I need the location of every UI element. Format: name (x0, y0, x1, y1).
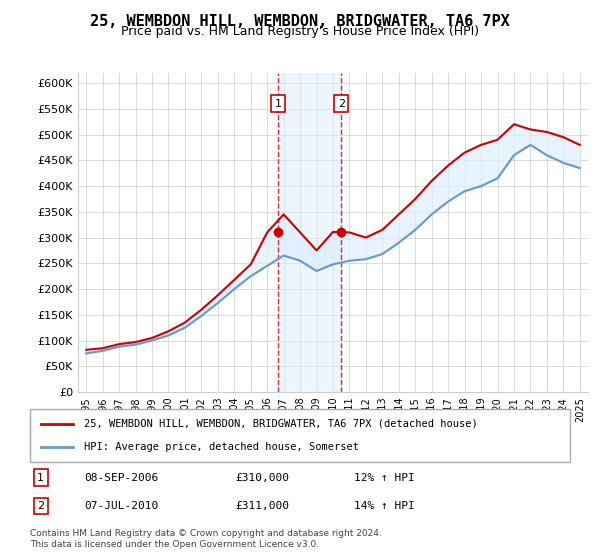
Text: £310,000: £310,000 (235, 473, 289, 483)
Text: 1: 1 (37, 473, 44, 483)
FancyBboxPatch shape (30, 409, 570, 462)
Text: 25, WEMBDON HILL, WEMBDON, BRIDGWATER, TA6 7PX: 25, WEMBDON HILL, WEMBDON, BRIDGWATER, T… (90, 14, 510, 29)
Text: Contains HM Land Registry data © Crown copyright and database right 2024.
This d: Contains HM Land Registry data © Crown c… (30, 529, 382, 549)
Text: £311,000: £311,000 (235, 501, 289, 511)
Text: Price paid vs. HM Land Registry's House Price Index (HPI): Price paid vs. HM Land Registry's House … (121, 25, 479, 38)
Text: 12% ↑ HPI: 12% ↑ HPI (354, 473, 415, 483)
Bar (278, 73, 341, 392)
Text: HPI: Average price, detached house, Somerset: HPI: Average price, detached house, Some… (84, 442, 359, 452)
Text: 2: 2 (37, 501, 44, 511)
Text: 2: 2 (338, 99, 345, 109)
Text: 25, WEMBDON HILL, WEMBDON, BRIDGWATER, TA6 7PX (detached house): 25, WEMBDON HILL, WEMBDON, BRIDGWATER, T… (84, 419, 478, 429)
Text: 14% ↑ HPI: 14% ↑ HPI (354, 501, 415, 511)
Text: 1: 1 (275, 99, 282, 109)
Text: 08-SEP-2006: 08-SEP-2006 (84, 473, 158, 483)
Text: 07-JUL-2010: 07-JUL-2010 (84, 501, 158, 511)
